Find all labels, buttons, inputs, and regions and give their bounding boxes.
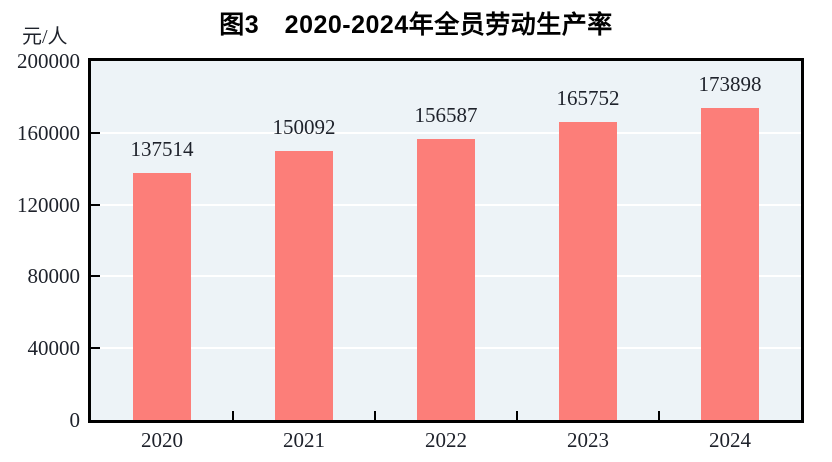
y-tick-label: 80000 <box>27 264 81 289</box>
x-tick-mark <box>516 411 518 420</box>
bar-2023 <box>559 122 617 420</box>
x-tick-label-2020: 2020 <box>141 428 183 452</box>
y-tick-label: 0 <box>69 408 81 432</box>
bar-2021 <box>275 150 333 420</box>
bar-value-label: 173898 <box>698 71 762 96</box>
bar-value-label: 137514 <box>130 137 194 162</box>
y-tick-mark <box>91 203 100 206</box>
y-tick-label: 120000 <box>17 192 80 217</box>
gridline <box>91 131 801 134</box>
plot-area: 137514 150092 156587 165752 173898 <box>88 58 804 423</box>
y-tick-label: 160000 <box>17 120 80 145</box>
x-tick-mark <box>232 411 234 420</box>
chart-title: 图3 2020-2024年全员劳动生产率 <box>219 11 613 39</box>
plot-inner: 137514 150092 156587 165752 173898 <box>91 61 801 420</box>
x-tick-label-2023: 2023 <box>567 428 609 452</box>
bar-value-label: 165752 <box>556 86 620 111</box>
bar-2024 <box>701 107 759 420</box>
x-tick-mark <box>374 411 376 420</box>
bar-2020 <box>133 173 191 420</box>
bar-2022 <box>417 138 475 420</box>
bar-value-label: 156587 <box>414 102 478 127</box>
x-tick-label-2021: 2021 <box>283 428 325 452</box>
x-tick-label-2024: 2024 <box>709 428 751 452</box>
y-tick-mark <box>91 131 100 134</box>
y-tick-mark <box>91 347 100 350</box>
x-tick-mark <box>658 411 660 420</box>
y-tick-mark <box>91 275 100 278</box>
bar-value-label: 150092 <box>272 114 336 139</box>
x-tick-label-2022: 2022 <box>425 428 467 452</box>
y-tick-label: 200000 <box>17 49 80 73</box>
y-tick-label: 40000 <box>27 336 81 361</box>
y-axis-unit-label: 元/人 <box>22 26 68 48</box>
